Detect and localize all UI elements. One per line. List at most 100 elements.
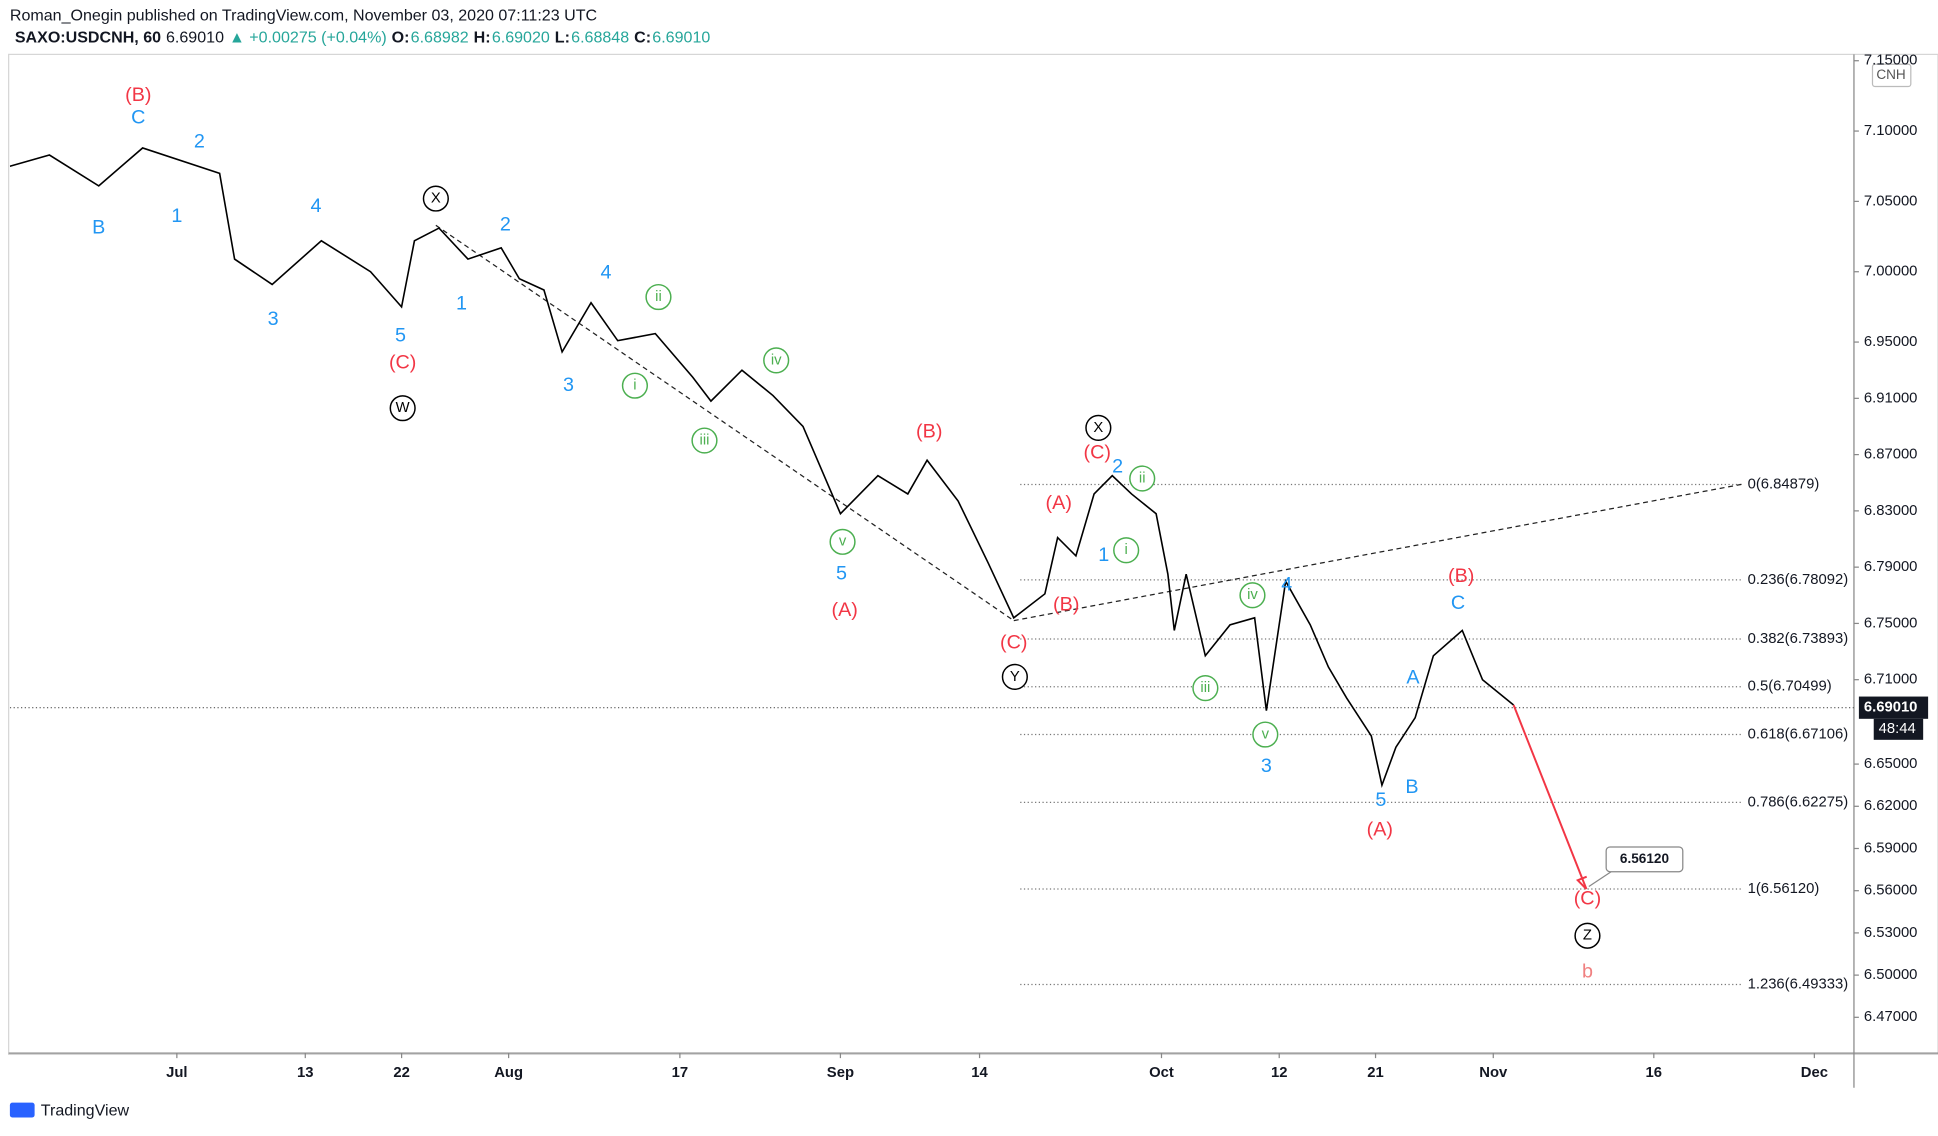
ohlc-key: H: — [474, 29, 491, 47]
wave-circle — [1192, 675, 1219, 702]
wave-label: 4 — [1281, 574, 1292, 596]
projection-arrow — [1512, 704, 1588, 890]
y-tick-label: 7.15000 — [1864, 53, 1918, 69]
change: ▲ +0.00275 (+0.04%) — [229, 29, 387, 47]
wave-label: b — [1582, 961, 1593, 983]
x-tick-label: Aug — [494, 1065, 523, 1081]
wave-label: 1 — [171, 205, 182, 227]
x-tick-label: Oct — [1149, 1065, 1174, 1081]
wave-label: 1 — [1098, 544, 1109, 566]
wave-label: 3 — [563, 374, 574, 396]
y-tick-label: 6.56000 — [1864, 883, 1918, 899]
currency-box — [1871, 63, 1912, 88]
ohlc-key: O: — [392, 29, 410, 47]
trendline — [435, 224, 1015, 622]
y-tick-label: 6.50000 — [1864, 967, 1918, 983]
plot: 0(6.84879) 0.236(6.78092) 0.382(6.73893) 0.… — [9, 84, 1854, 992]
x-tick-label: 22 — [393, 1065, 409, 1081]
x-tick-label: Nov — [1479, 1065, 1508, 1081]
price-line — [9, 147, 1515, 789]
wave-circle — [389, 395, 416, 422]
x-tick-label: 12 — [1271, 1065, 1287, 1081]
wave-label: iv — [771, 352, 782, 368]
wave-circle — [691, 427, 718, 454]
ohlc-key: C: — [634, 29, 651, 47]
y-tick-label: 6.65000 — [1864, 756, 1918, 772]
plot-frame — [8, 53, 1938, 1056]
wave-label: 2 — [500, 214, 511, 236]
wave-label: v — [839, 534, 847, 550]
y-tick-label: 6.91000 — [1864, 390, 1918, 406]
ohlc-key: L: — [555, 29, 570, 47]
wave-circle — [1252, 721, 1279, 748]
y-tick-label: 6.79000 — [1864, 559, 1918, 575]
wave-label: 2 — [1112, 455, 1123, 477]
fib-label: 1(6.56120) — [1748, 881, 1820, 897]
wave-label: C — [131, 107, 145, 129]
wave-label: iii — [700, 432, 710, 448]
wave-label: X — [431, 191, 441, 207]
logo-icon — [9, 1102, 35, 1118]
y-tick-label: 6.47000 — [1864, 1009, 1918, 1025]
y-tick-label: 6.71000 — [1864, 672, 1918, 688]
wave-label: (A) — [1046, 492, 1072, 514]
wave-label: (C) — [1000, 631, 1027, 653]
wave-circle — [1085, 414, 1112, 441]
symbol: SAXO:USDCNH, 60 — [15, 29, 161, 47]
wave-label: 3 — [268, 308, 279, 330]
wave-label: Y — [1010, 669, 1020, 685]
logo: TradingView — [9, 1102, 130, 1120]
fib-label: 0.5(6.70499) — [1748, 679, 1832, 695]
wave-circle — [1574, 922, 1601, 949]
symbol-info: SAXO:USDCNH, 60 6.69010 ▲ +0.00275 (+0.04%… — [15, 29, 711, 47]
y-tick-label: 6.75000 — [1864, 615, 1918, 631]
wave-label: iii — [1200, 680, 1210, 696]
callout-pointer — [1588, 871, 1612, 888]
wave-label: X — [1093, 420, 1103, 436]
wave-label: 4 — [601, 261, 612, 283]
wave-label: 5 — [1375, 789, 1386, 811]
wave-label: 5 — [395, 325, 406, 347]
wave-label: B — [92, 216, 105, 238]
wave-label: (A) — [832, 599, 858, 621]
x-tick-label: Dec — [1801, 1065, 1828, 1081]
wave-label: (C) — [389, 351, 416, 373]
wave-label: iv — [1247, 587, 1258, 603]
wave-label: B — [1405, 776, 1418, 798]
wave-label: 1 — [456, 292, 467, 314]
x-tick-label: Jul — [166, 1065, 187, 1081]
fib-label: 0.382(6.73893) — [1748, 631, 1849, 647]
wave-circle — [422, 185, 449, 212]
wave-label: i — [633, 378, 636, 394]
wave-label: (A) — [1367, 818, 1393, 840]
countdown-tag — [1873, 718, 1924, 740]
ohlc-value: 6.69010 — [652, 29, 710, 47]
wave-label: (B) — [916, 420, 942, 442]
wave-label: (B) — [1448, 565, 1474, 587]
fib-label: 0.786(6.62275) — [1748, 794, 1849, 810]
wave-label: i — [1125, 542, 1128, 558]
fib-label: 0(6.84879) — [1748, 476, 1820, 492]
wave-label: (C) — [1084, 441, 1111, 463]
countdown: 48:44 — [1879, 721, 1916, 737]
wave-circle — [763, 347, 790, 374]
logo-text: TradingView — [41, 1102, 130, 1120]
wave-circle — [621, 372, 649, 399]
y-tick-label: 6.62000 — [1864, 798, 1918, 814]
wave-label: A — [1406, 666, 1420, 688]
wave-label: C — [1451, 592, 1465, 614]
price: 6.69010 — [166, 29, 224, 47]
x-tick-label: 21 — [1367, 1065, 1383, 1081]
wave-circle — [1129, 465, 1156, 492]
ohlc-value: 6.68982 — [411, 29, 469, 47]
x-tick-label: 17 — [672, 1065, 688, 1081]
y-tick-label: 6.59000 — [1864, 840, 1918, 856]
wave-circle — [1239, 582, 1266, 609]
wave-label: 4 — [310, 195, 321, 217]
callout-box — [1605, 846, 1684, 873]
wave-circle — [1113, 537, 1140, 564]
y-tick-label: 6.83000 — [1864, 503, 1918, 519]
y-tick-label: 6.95000 — [1864, 334, 1918, 350]
